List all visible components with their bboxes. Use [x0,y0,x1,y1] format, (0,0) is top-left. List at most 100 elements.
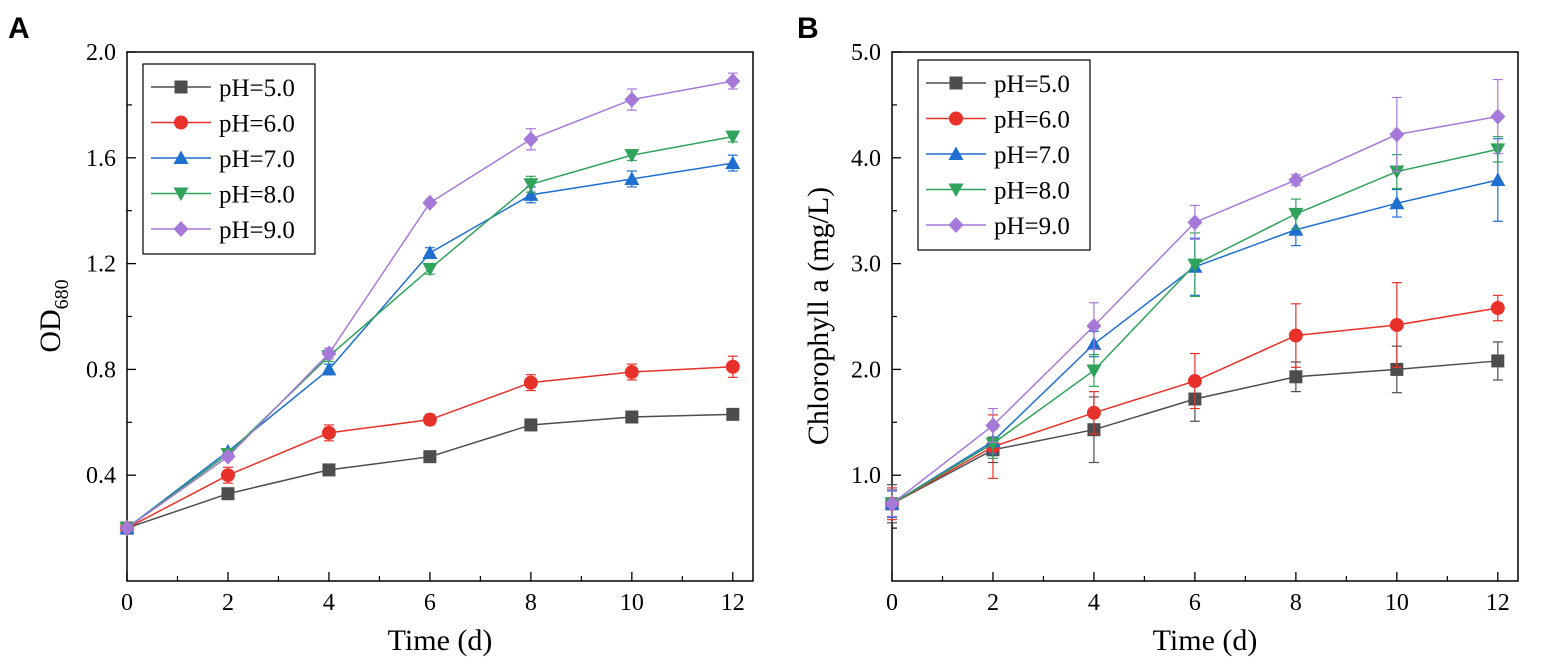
panel-b-y-tick-label: 5.0 [851,40,881,66]
panel-a-series-line [126,413,733,529]
panel-a-x-tick-label: 12 [721,590,745,616]
panel-a-legend-marker [173,150,189,164]
panel-a-y-tick-label: 0.4 [86,463,116,489]
panel-a-legend-label: pH=8.0 [219,182,295,209]
panel-b-y-tick-label: 3.0 [851,252,881,278]
panel-a-legend-label: pH=6.0 [219,111,295,138]
panel-b-x-axis-label: Time (d) [1153,624,1258,657]
panel-a-data-point [725,155,741,170]
panel-b-data-point [1390,362,1404,376]
panel-b-legend-marker [948,217,964,233]
panel-b-data-point [1389,126,1405,143]
panel-b-legend-marker [949,111,963,126]
panel-a-data-point [321,361,337,376]
panel-a-legend-label: pH=5.0 [219,75,295,102]
panel-a-series-line [126,366,733,529]
panel-b-legend-marker [949,76,963,90]
panel-a-data-point [725,359,740,374]
panel-a-data-point [322,463,336,477]
panel-b-data-point [1490,108,1506,125]
panel-b-data-point [1289,370,1303,384]
panel-a-legend-box [142,63,316,255]
panel-a-data-point [624,149,640,163]
panel-b-data-point [1187,374,1202,389]
panel-a-x-tick-label: 8 [525,590,537,616]
panel-b-x-tick-label: 4 [1088,590,1100,616]
panel-a-y-tick-label: 0.8 [86,357,116,383]
panel-a-data-point [220,468,235,483]
panel-b-legend-box [917,59,1091,251]
panel-a-legend-marker [173,187,189,201]
panel-a-data-point [624,91,640,108]
panel-b-y-tick-label: 1.0 [851,463,881,489]
panel-a-data-point [221,487,235,501]
panel-b-data-point [985,417,1001,434]
panel-b-legend-label: pH=9.0 [994,213,1070,240]
panel-a-legend-label: pH=7.0 [219,146,295,173]
panel-b-data-point [985,437,1001,451]
panel-a-x-axis-label: Time (d) [388,624,493,657]
panel-a-y-tick-label: 1.6 [86,146,116,172]
panel-a-data-point [624,365,639,380]
panel-a-y-axis-label-main: OD [34,309,67,352]
panel-a-legend-marker [173,221,189,237]
panel-a-x-tick-label: 10 [620,590,644,616]
panel-a-legend-marker [174,80,188,94]
panel-b-x-tick-label: 12 [1486,590,1510,616]
panel-a-data-point [220,448,236,465]
panel-a-data-point [523,178,539,192]
panel-a-legend-label: pH=9.0 [219,217,295,244]
panel-b-legend-label: pH=6.0 [994,107,1070,134]
panel-a-series-0 [120,407,740,535]
panel-a-data-point [321,425,336,440]
panel-b-x-tick-label: 2 [987,590,999,616]
panel-a-x-tick-label: 2 [222,590,234,616]
panel-b-data-point [1389,165,1405,180]
panel-b-y-tick-label: 4.0 [851,146,881,172]
panel-b-data-point [1086,405,1101,420]
panel-a-data-point [523,375,538,390]
panel-b-x-tick-label: 6 [1189,590,1201,616]
panel-b-data-point [1086,364,1102,378]
panel-b-series-4 [884,78,1506,518]
panel-a-data-point [725,73,741,90]
panel-b-data-point [1187,258,1203,273]
panel-a-series-1 [120,355,740,536]
panel-b-data-point [1288,328,1303,343]
panel-b-data-point [884,495,900,512]
panel-a: A 0 2 4 6 8 10 12 0.4 0.8 1.2 1.6 2.0 pH=5.0 pH=6.0 p… [8,12,754,657]
panel-b-legend-marker [948,183,964,197]
panel-a-data-point [625,410,639,424]
panel-b-x-tick-label: 10 [1385,590,1409,616]
panel-a-data-point [422,194,438,211]
panel-a-y-axis-label-subscript: 680 [51,279,73,309]
panel-b-data-point [1490,172,1506,187]
panel-a-x-tick-label: 6 [424,590,436,616]
panel-a-data-point [523,187,539,201]
panel-a-data-point [422,412,437,427]
panel-a-data-point [423,450,437,464]
panel-b-legend-marker [948,146,964,160]
panel-b-series-1 [885,282,1505,521]
panel-b-legend-label: pH=5.0 [994,71,1070,98]
panel-a-data-point [524,418,538,432]
panel-a-y-tick-label: 1.2 [86,252,116,278]
panel-b-y-tick-label: 2.0 [851,357,881,383]
panel-a-y-tick-label: 2.0 [86,40,116,66]
panel-a-data-point [725,130,741,145]
panel-b: B 0 2 4 6 8 10 12 1.0 2.0 3.0 4.0 5.0 pH=5.0 pH=6.0 p… [797,12,1519,657]
panel-b-data-point [1086,318,1102,335]
panel-b-data-point [1389,195,1405,210]
panel-a-data-point [422,245,438,260]
panel-a-data-point [321,345,337,362]
panel-b-letter: B [797,12,819,45]
panel-b-y-axis-label: Chlorophyll a (mg/L) [802,187,835,445]
panel-a-data-point [119,520,135,537]
panel-a-series-4 [119,72,741,537]
panel-b-legend-label: pH=7.0 [994,142,1070,169]
panel-a-data-point [523,131,539,148]
panel-a-letter: A [8,12,30,45]
panel-b-data-point [1491,354,1505,368]
panel-a-data-point [624,171,640,185]
